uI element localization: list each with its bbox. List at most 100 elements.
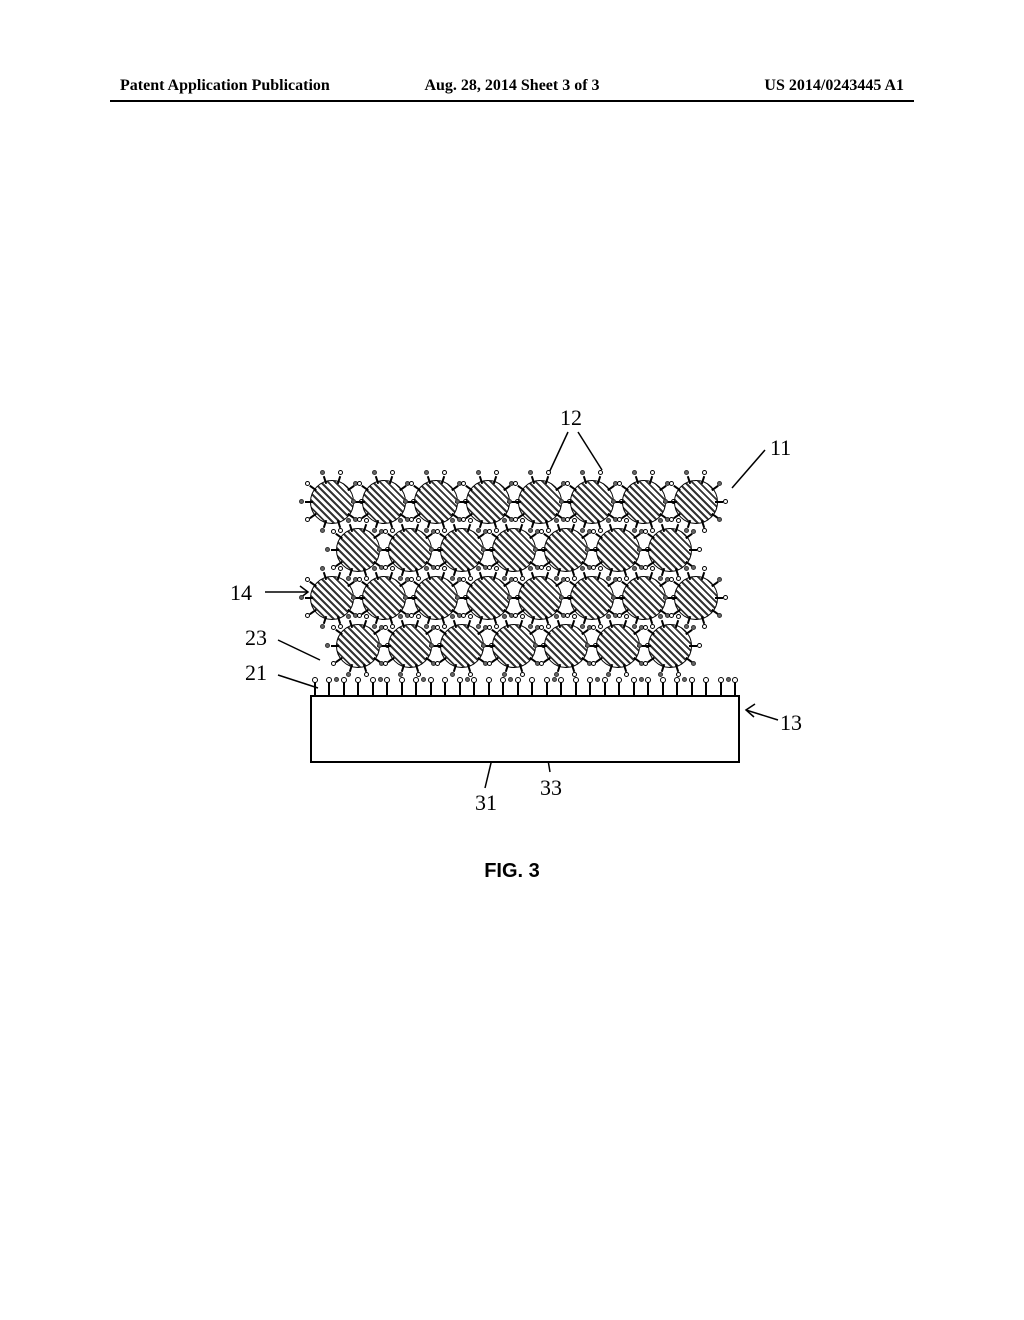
- interstitial-particle: [508, 677, 513, 682]
- substrate-ligand: [618, 681, 620, 695]
- substrate-ligand-head: [326, 677, 332, 683]
- ligand-stick: [669, 501, 677, 503]
- nanoparticle: [336, 624, 380, 668]
- ligand-stick: [565, 597, 573, 599]
- nanoparticle: [492, 624, 536, 668]
- ligand-stick: [513, 501, 521, 503]
- substrate-ligand: [662, 681, 664, 695]
- ligand-head: [572, 518, 577, 523]
- ligand-head: [624, 576, 629, 581]
- substrate-ligand: [531, 681, 533, 695]
- ligand-head: [450, 518, 455, 523]
- ligand-head: [305, 517, 310, 522]
- ligand-head: [476, 566, 481, 571]
- ligand-head: [650, 566, 655, 571]
- ligand-head: [338, 566, 343, 571]
- ligand-head: [481, 643, 486, 648]
- ligand-head: [658, 518, 663, 523]
- ligand-head: [697, 643, 702, 648]
- ligand-head: [723, 595, 728, 600]
- nanoparticle: [518, 480, 562, 524]
- ligand-head: [717, 517, 722, 522]
- ligand-head: [632, 470, 637, 475]
- ligand-head: [624, 614, 629, 619]
- nanoparticle: [570, 576, 614, 620]
- ligand-head: [533, 643, 538, 648]
- ligand-stick: [305, 501, 313, 503]
- interstitial-particle: [639, 677, 644, 682]
- substrate-ligand-head: [428, 677, 434, 683]
- ligand-stick: [689, 645, 697, 647]
- ligand-head: [598, 566, 603, 571]
- ligand-head: [520, 576, 525, 581]
- ligand-stick: [461, 501, 469, 503]
- ligand-head: [643, 565, 648, 570]
- nanoparticle: [622, 576, 666, 620]
- substrate-ligand-head: [732, 677, 738, 683]
- ligand-head: [520, 518, 525, 523]
- substrate-ligand: [575, 681, 577, 695]
- substrate-ligand: [734, 681, 736, 695]
- nanoparticle: [544, 624, 588, 668]
- ligand-head: [364, 518, 369, 523]
- ligand-head: [723, 499, 728, 504]
- substrate-ligand-head: [616, 677, 622, 683]
- nanoparticle: [440, 624, 484, 668]
- ligand-head: [559, 499, 564, 504]
- ligand-stick: [305, 597, 313, 599]
- substrate-ligand-head: [558, 677, 564, 683]
- ligand-head: [632, 528, 637, 533]
- substrate-ligand-head: [631, 677, 637, 683]
- nanoparticle: [310, 576, 354, 620]
- substrate-ligand: [720, 681, 722, 695]
- ligand-head: [717, 577, 722, 582]
- label-21: 21: [245, 660, 267, 686]
- ligand-head: [468, 518, 473, 523]
- ligand-stick: [357, 597, 365, 599]
- ligand-head: [669, 613, 674, 618]
- ligand-head: [455, 499, 460, 504]
- ligand-stick: [435, 549, 443, 551]
- label-31: 31: [475, 790, 497, 816]
- ligand-head: [416, 576, 421, 581]
- ligand-head: [398, 576, 403, 581]
- ligand-head: [409, 613, 414, 618]
- substrate-ligand: [676, 681, 678, 695]
- substrate-ligand-head: [471, 677, 477, 683]
- nanoparticle: [518, 576, 562, 620]
- ligand-stick: [357, 501, 365, 503]
- ligand-head: [580, 470, 585, 475]
- ligand-head: [372, 528, 377, 533]
- ligand-head: [442, 566, 447, 571]
- substrate: [310, 695, 740, 763]
- nanoparticle: [388, 624, 432, 668]
- substrate-ligand-head: [689, 677, 695, 683]
- nanoparticle: [414, 576, 458, 620]
- ligand-head: [565, 517, 570, 522]
- ligand-head: [546, 566, 551, 571]
- substrate-ligand-head: [674, 677, 680, 683]
- ligand-head: [676, 518, 681, 523]
- substrate-ligand-head: [660, 677, 666, 683]
- ligand-head: [663, 499, 668, 504]
- ligand-stick: [565, 501, 573, 503]
- nanoparticle: [336, 528, 380, 572]
- label-33: 33: [540, 775, 562, 801]
- ligand-head: [591, 661, 596, 666]
- ligand-stick: [487, 549, 495, 551]
- nanoparticle: [492, 528, 536, 572]
- ligand-head: [476, 470, 481, 475]
- ligand-head: [684, 528, 689, 533]
- ligand-head: [390, 566, 395, 571]
- interstitial-particle: [682, 677, 687, 682]
- nanoparticle: [466, 576, 510, 620]
- substrate-ligand-head: [500, 677, 506, 683]
- ligand-stick: [643, 645, 651, 647]
- ligand-head: [320, 566, 325, 571]
- label-12: 12: [560, 405, 582, 431]
- ligand-head: [455, 595, 460, 600]
- ligand-head: [637, 547, 642, 552]
- substrate-ligand-head: [515, 677, 521, 683]
- ligand-head: [598, 624, 603, 629]
- substrate-ligand: [705, 681, 707, 695]
